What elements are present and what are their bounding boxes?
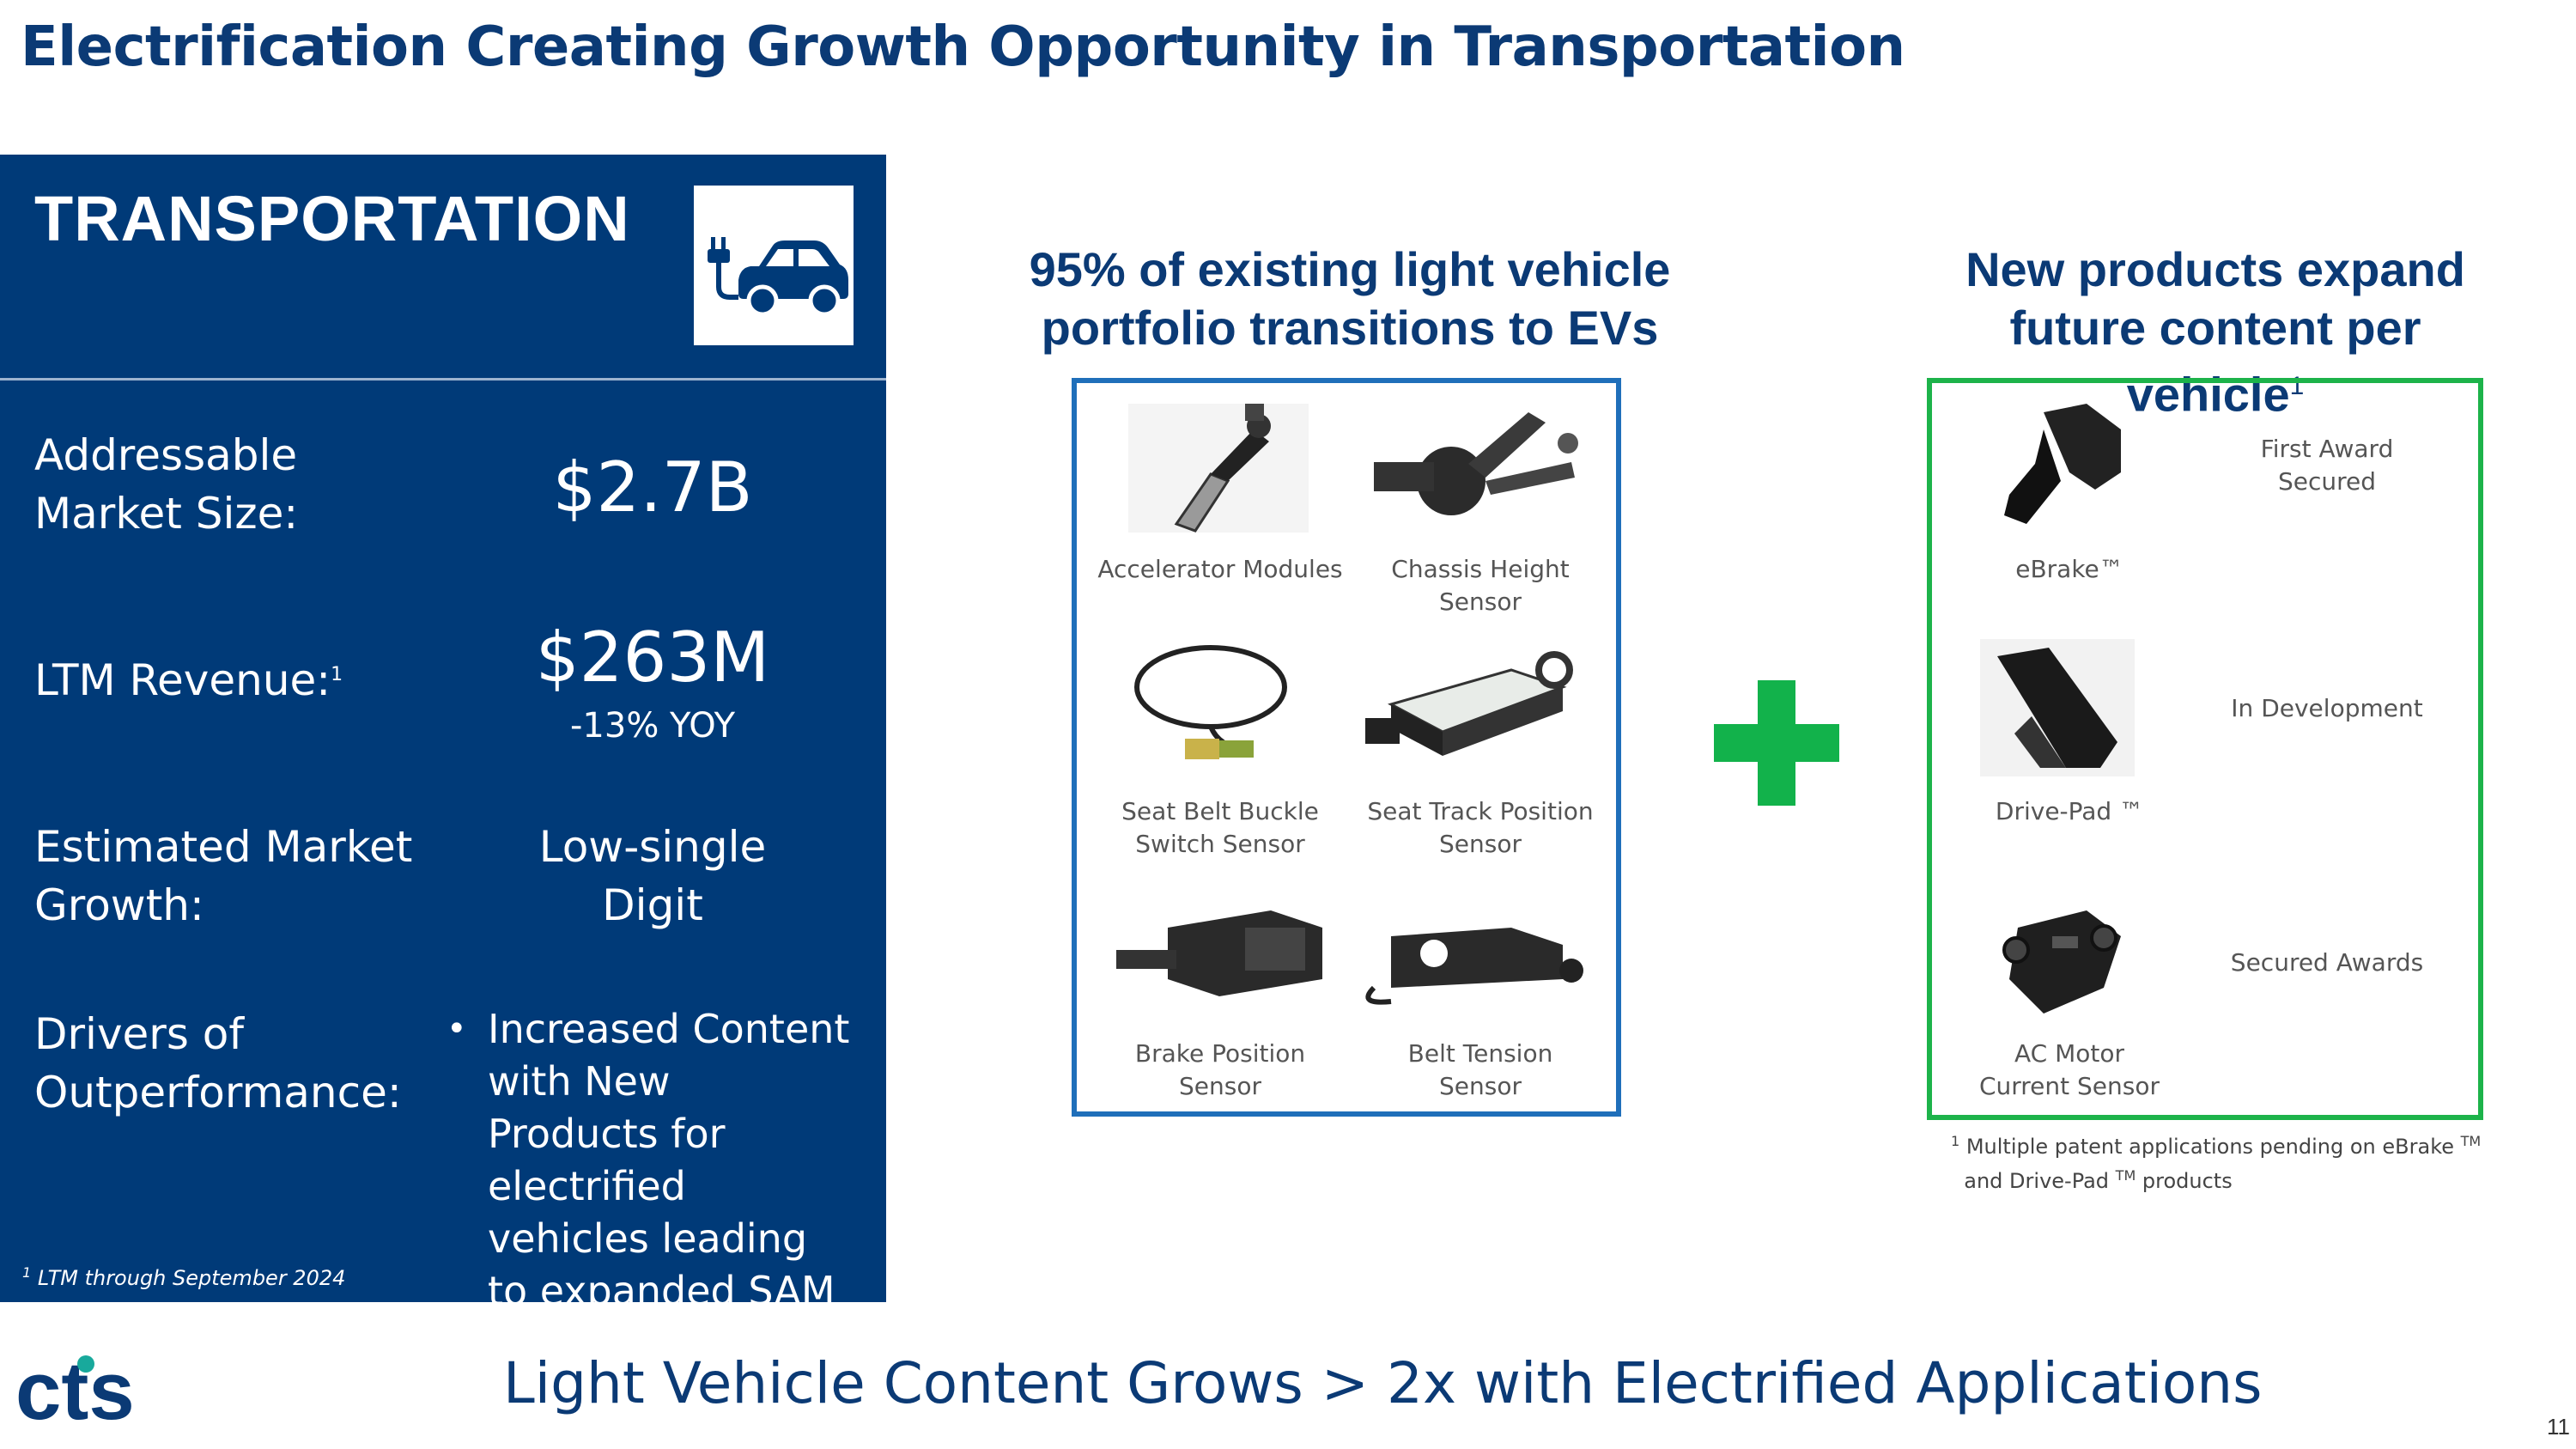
bullet-dot: • [447,1009,467,1049]
page-number: 11 [2547,1414,2570,1440]
ltm-footnote-marker: 1 [331,664,343,685]
ltm-revenue-change: -13% YOY [569,706,736,746]
current-sensor-icon [2002,910,2121,1014]
market-growth-value: Low-single Digit [538,822,767,930]
drivers-label: Drivers of Outperformance: [34,1009,402,1117]
logo-text: cts [15,1352,135,1437]
drivers-text: Increased Content with New Products for … [488,1006,850,1314]
product-label: Chassis Height Sensor [1391,555,1570,616]
slide-title: Electrification Creating Growth Opportun… [21,15,1905,79]
plus-icon [1714,680,1839,806]
accelerator-pedal-icon [1128,404,1309,533]
patent-footnote: 1 Multiple patent applications pending o… [1951,1133,2482,1193]
product-label: Seat Belt Buckle Switch Sensor [1121,797,1319,858]
existing-products-box [1072,378,1621,1117]
product-label: Accelerator Modules [1097,555,1343,583]
drivers-bullet: • Increased Content with New Products fo… [447,1003,850,1318]
ltm-revenue-value: $263M [535,618,770,697]
market-size-label: Addressable Market Size: [34,430,299,539]
ev-car-icon [694,186,854,345]
brake-sensor-icon [1116,910,1322,996]
product-label: Drive-Pad ™ [1995,797,2144,825]
transportation-panel: TRANSPORTATION Addressable Market Size: … [0,155,886,1314]
new-products-headline: New products expand future content per v… [1965,242,2465,422]
product-status: First Award Secured [2260,435,2394,496]
existing-portfolio-headline: 95% of existing light vehicle portfolio … [1029,242,1671,355]
seat-belt-sensor-icon [1134,645,1287,759]
panel-divider [0,378,886,381]
product-label: AC Motor Current Sensor [1978,1039,2160,1100]
ebrake-icon [2004,404,2121,524]
cts-logo: cts [15,1345,161,1442]
chassis-sensor-icon [1374,412,1578,515]
ltm-revenue-label: LTM Revenue:1 [34,655,343,705]
product-status: Secured Awards [2230,948,2424,977]
product-status: In Development [2231,694,2423,722]
market-growth-label: Estimated Market Growth: [34,822,413,930]
panel-footnote: 1 LTM through September 2024 [22,1264,346,1290]
drive-pad-icon [1980,639,2135,776]
bottom-tagline: Light Vehicle Content Grows > 2x with El… [503,1350,2263,1416]
product-label: Seat Track Position Sensor [1367,797,1594,858]
product-label: Belt Tension Sensor [1407,1039,1553,1100]
belt-tension-sensor-icon [1365,928,1583,1005]
new-products-box [1927,378,2483,1120]
product-label: eBrake™ [2015,555,2123,583]
market-size-value: $2.7B [552,447,753,527]
seat-track-sensor-icon [1365,651,1573,756]
panel-heading: TRANSPORTATION [34,183,630,254]
product-label: Brake Position Sensor [1134,1039,1306,1100]
